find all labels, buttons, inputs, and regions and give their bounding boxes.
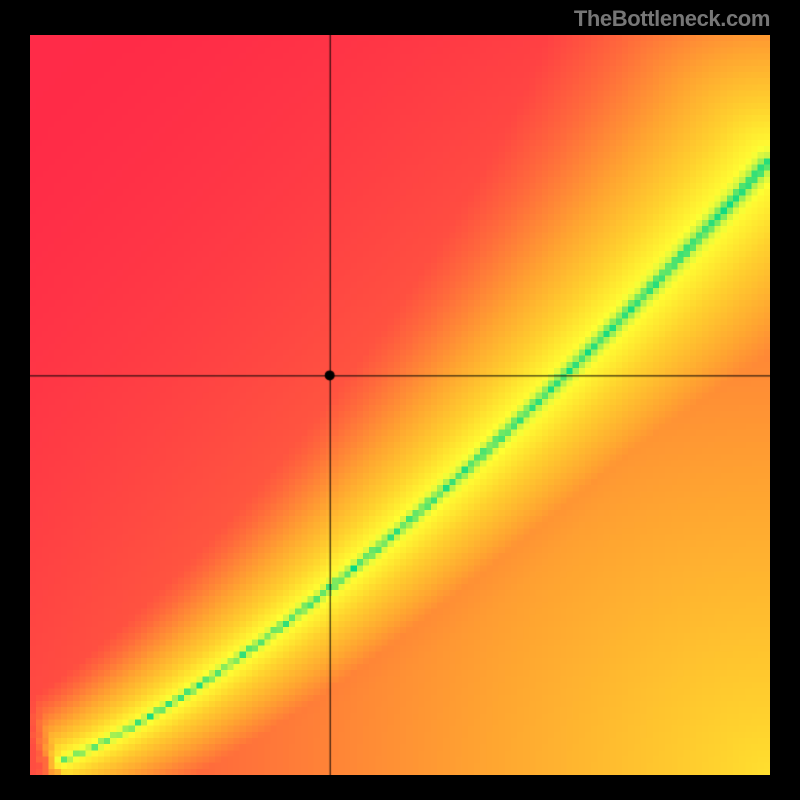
- bottleneck-heatmap: [30, 35, 770, 775]
- watermark-text: TheBottleneck.com: [574, 6, 770, 32]
